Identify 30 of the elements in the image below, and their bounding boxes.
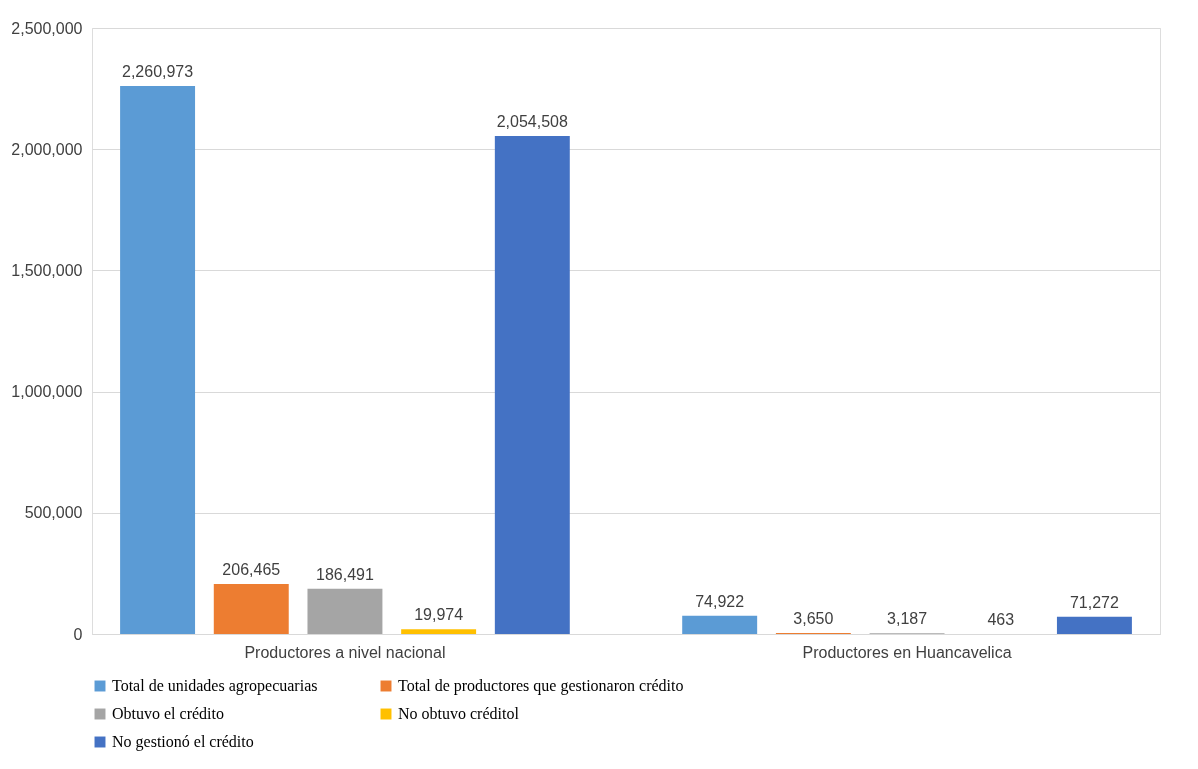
bar [682,615,758,634]
y-tick-label: 0 [73,625,83,643]
data-label: 2,260,973 [121,62,194,80]
legend-label: Obtuvo el crédito [112,705,224,722]
data-label: 3,650 [793,610,834,628]
data-label: 3,187 [887,610,928,628]
data-label: 2,054,508 [496,112,568,130]
y-tick-label: 500,000 [24,504,83,522]
bar [494,135,570,634]
y-tick-label: 2,000,000 [11,140,83,158]
data-label: 186,491 [316,565,374,583]
data-label: 463 [987,610,1015,628]
bar [1056,616,1132,634]
x-tick-label: Productores en Huancavelica [802,643,1012,661]
y-tick-label: 2,500,000 [11,19,83,37]
bar [213,583,289,634]
bar [401,629,477,634]
legend-label: Total de unidades agropecuarias [112,677,318,695]
y-tick-label: 1,000,000 [11,383,83,401]
legend-label: Total de productores que gestionaron crédito [398,677,684,695]
bar [307,588,383,634]
bar [120,85,196,634]
data-label: 74,922 [695,592,745,610]
data-label: 206,465 [222,560,281,578]
y-tick-label: 1,500,000 [11,261,83,279]
x-tick-label: Productores a nivel nacional [244,643,446,661]
data-label: 71,272 [1069,593,1119,611]
legend-label: No gestionó el crédito [112,733,254,751]
data-label: 19,974 [414,606,464,624]
legend-label: No obtuvo créditol [398,705,520,722]
